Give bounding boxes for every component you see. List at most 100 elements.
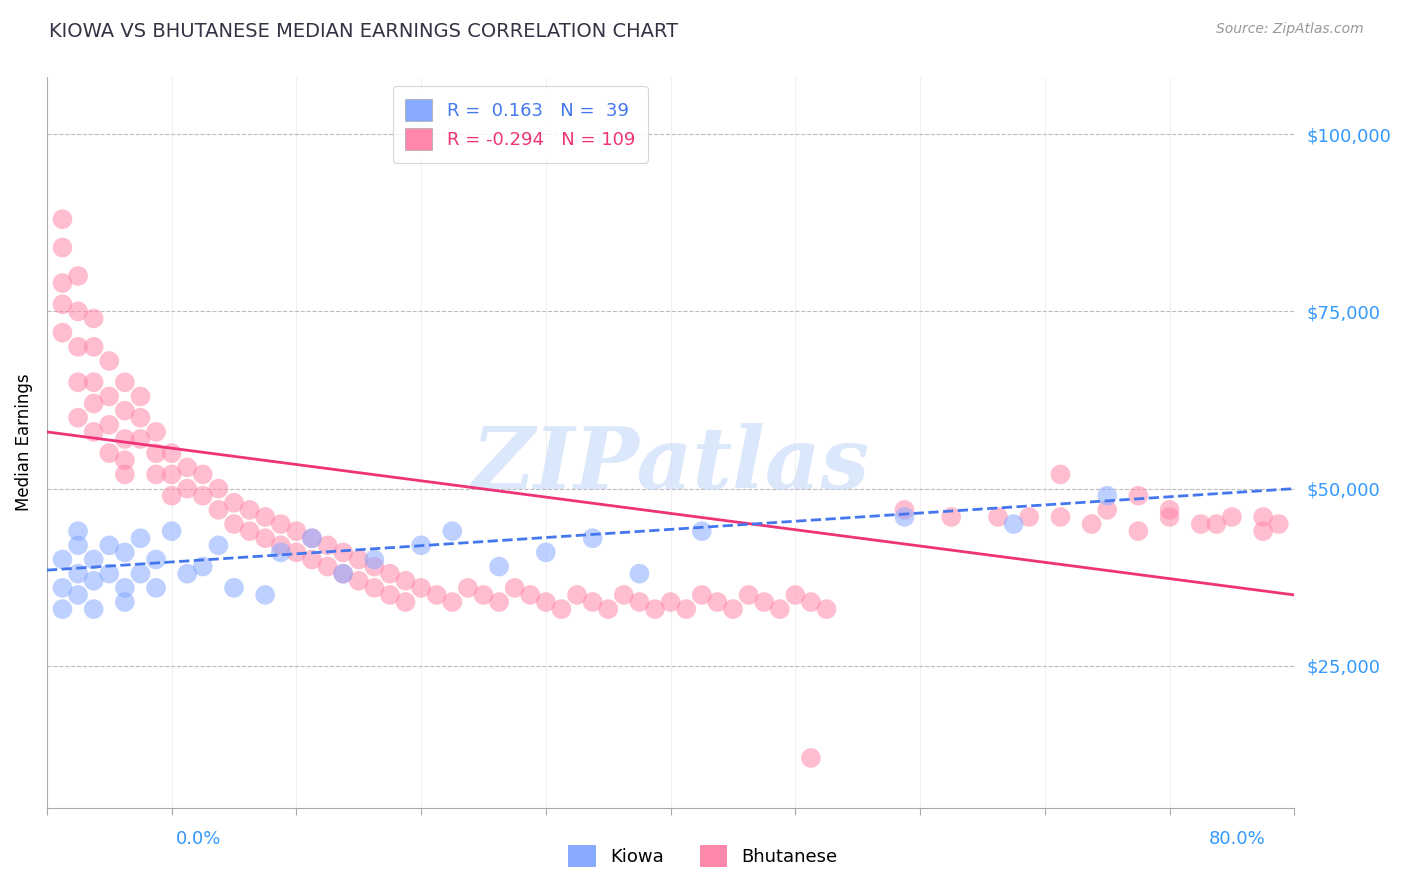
Point [83, 574, 105, 588]
Point [98, 446, 121, 460]
Point [550, 602, 572, 616]
Point [98, 566, 121, 581]
Point [893, 510, 915, 524]
Point [114, 403, 136, 417]
Point [239, 524, 262, 538]
Point [301, 531, 323, 545]
Point [644, 602, 666, 616]
Point [51, 326, 73, 340]
Point [176, 566, 198, 581]
Point [1128, 524, 1150, 538]
Point [721, 602, 744, 616]
Point [411, 581, 433, 595]
Point [83, 376, 105, 390]
Point [129, 389, 152, 403]
Point [51, 602, 73, 616]
Point [114, 432, 136, 446]
Point [675, 602, 697, 616]
Point [628, 566, 651, 581]
Point [659, 595, 682, 609]
Point [83, 396, 105, 410]
Point [706, 595, 728, 609]
Point [67, 566, 90, 581]
Point [488, 595, 510, 609]
Point [503, 581, 526, 595]
Point [114, 581, 136, 595]
Point [690, 524, 713, 538]
Point [1159, 503, 1181, 517]
Point [426, 588, 449, 602]
Point [301, 552, 323, 566]
Point [1159, 510, 1181, 524]
Point [285, 524, 308, 538]
Point [613, 588, 636, 602]
Point [145, 552, 167, 566]
Point [472, 588, 495, 602]
Point [1267, 517, 1289, 532]
Point [301, 531, 323, 545]
Point [363, 552, 385, 566]
Point [98, 354, 121, 368]
Point [222, 496, 245, 510]
Point [83, 602, 105, 616]
Point [239, 503, 262, 517]
Point [207, 482, 229, 496]
Point [114, 545, 136, 559]
Point [1251, 524, 1274, 538]
Point [222, 517, 245, 532]
Point [51, 241, 73, 255]
Point [270, 538, 292, 552]
Point [582, 531, 605, 545]
Point [67, 304, 90, 318]
Point [83, 552, 105, 566]
Y-axis label: Median Earnings: Median Earnings [15, 374, 32, 511]
Point [191, 559, 214, 574]
Point [394, 574, 416, 588]
Point [98, 417, 121, 432]
Point [207, 503, 229, 517]
Point [534, 595, 557, 609]
Point [769, 602, 792, 616]
Legend: R =  0.163   N =  39, R = -0.294   N = 109: R = 0.163 N = 39, R = -0.294 N = 109 [392, 87, 648, 163]
Point [160, 489, 183, 503]
Point [1220, 510, 1243, 524]
Point [519, 588, 541, 602]
Point [565, 588, 588, 602]
Point [83, 311, 105, 326]
Point [347, 552, 370, 566]
Point [114, 376, 136, 390]
Point [67, 524, 90, 538]
Point [67, 268, 90, 283]
Point [941, 510, 963, 524]
Point [145, 581, 167, 595]
Point [347, 574, 370, 588]
Point [285, 545, 308, 559]
Point [254, 510, 277, 524]
Point [145, 446, 167, 460]
Point [67, 538, 90, 552]
Point [207, 538, 229, 552]
Point [160, 446, 183, 460]
Point [1080, 517, 1102, 532]
Point [754, 595, 776, 609]
Point [737, 588, 759, 602]
Text: 0.0%: 0.0% [176, 830, 221, 847]
Point [160, 467, 183, 482]
Point [332, 545, 354, 559]
Point [488, 559, 510, 574]
Text: 80.0%: 80.0% [1209, 830, 1265, 847]
Point [1049, 467, 1071, 482]
Point [191, 467, 214, 482]
Point [98, 538, 121, 552]
Point [145, 467, 167, 482]
Point [114, 467, 136, 482]
Point [316, 559, 339, 574]
Point [1049, 510, 1071, 524]
Point [378, 566, 401, 581]
Point [51, 276, 73, 290]
Point [270, 517, 292, 532]
Point [1095, 503, 1118, 517]
Point [815, 602, 838, 616]
Point [129, 566, 152, 581]
Point [332, 566, 354, 581]
